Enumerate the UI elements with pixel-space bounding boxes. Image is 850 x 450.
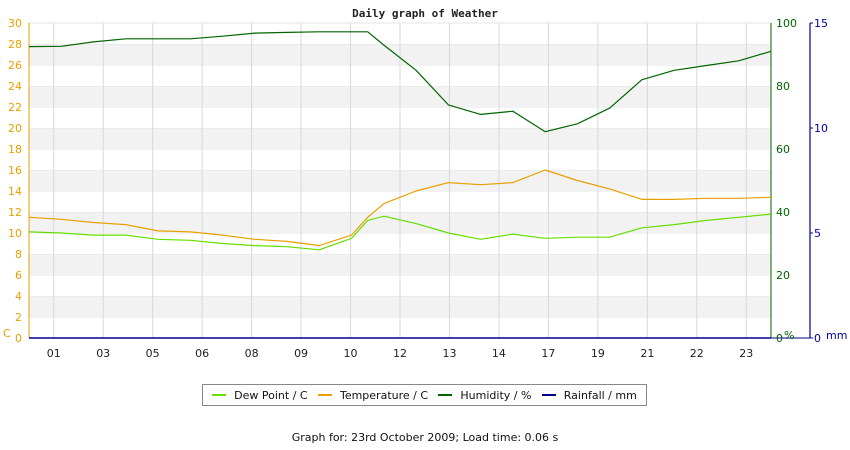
- vertical-grid: [53, 23, 747, 338]
- x-tick-label: 08: [245, 347, 259, 360]
- left-tick-label: 6: [15, 269, 22, 282]
- x-tick-label: 06: [195, 347, 209, 360]
- right-1-tick-label: 40: [776, 206, 790, 219]
- right-1-tick-label: 20: [776, 269, 790, 282]
- legend-label-rainfall: Rainfall / mm: [563, 388, 637, 402]
- left-tick-label: 24: [8, 80, 22, 93]
- left-tick-label: 28: [8, 38, 22, 51]
- x-tick-label: 12: [393, 347, 407, 360]
- right-1-tick-label: 80: [776, 80, 790, 93]
- left-tick-label: 2: [15, 311, 22, 324]
- left-tick-label: 12: [8, 206, 22, 219]
- left-axis-unit: C: [3, 327, 11, 340]
- right-2-tick-label: 0: [814, 332, 821, 345]
- right-1-tick-label: 0: [776, 332, 783, 345]
- legend-swatch-dew-point: [212, 394, 227, 396]
- series-line-2: [28, 31, 772, 133]
- right-2-tick-label: 10: [814, 122, 828, 135]
- legend-label-dew-point: Dew Point / C: [234, 388, 308, 402]
- left-tick-label: 14: [8, 185, 22, 198]
- x-tick-label: 01: [47, 347, 61, 360]
- left-tick-label: 26: [8, 59, 22, 72]
- x-tick-label: 05: [146, 347, 160, 360]
- legend-swatch-rainfall: [541, 394, 556, 396]
- legend-item-dew-point: Dew Point / C: [212, 388, 308, 402]
- x-tick-label: 09: [294, 347, 308, 360]
- weather-chart: Daily graph of Weather 02468101214161820…: [3, 7, 847, 360]
- x-tick-label: 22: [690, 347, 704, 360]
- legend-item-temperature: Temperature / C: [317, 388, 429, 402]
- footer-text: Graph for: 23rd October 2009; Load time:…: [291, 431, 559, 444]
- left-tick-label: 18: [8, 143, 22, 156]
- series-line-0: [28, 213, 772, 251]
- x-tick-label: 13: [442, 347, 456, 360]
- legend-swatch-humidity: [438, 394, 453, 396]
- legend-item-rainfall: Rainfall / mm: [541, 388, 637, 402]
- left-tick-label: 30: [8, 17, 22, 30]
- x-axis-ticks: 01 03 05 06 08 09 10 12 13 14 17 19 21 22 23: [47, 347, 754, 360]
- right-axis-1-unit: %: [784, 329, 794, 342]
- right-axis-2-ticks: 0 5 10 15: [810, 17, 828, 345]
- x-tick-label: 03: [96, 347, 110, 360]
- left-tick-label: 4: [15, 290, 22, 303]
- right-1-tick-label: 60: [776, 143, 790, 156]
- left-tick-label: 0: [15, 332, 22, 345]
- right-2-tick-label: 15: [814, 17, 828, 30]
- chart-title: Daily graph of Weather: [352, 7, 498, 20]
- x-tick-label: 10: [344, 347, 358, 360]
- chart-legend: Dew Point / C Temperature / C Humidity /…: [202, 384, 647, 406]
- x-tick-label: 23: [739, 347, 753, 360]
- x-tick-label: 19: [591, 347, 605, 360]
- series-line-1: [28, 169, 772, 247]
- x-tick-label: 21: [640, 347, 654, 360]
- right-2-tick-label: 5: [814, 227, 821, 240]
- left-tick-label: 8: [15, 248, 22, 261]
- left-tick-label: 16: [8, 164, 22, 177]
- right-axis-2-unit: mm: [826, 329, 847, 342]
- legend-swatch-temperature: [317, 394, 332, 396]
- x-tick-label: 14: [492, 347, 506, 360]
- legend-item-humidity: Humidity / %: [438, 389, 531, 402]
- right-1-tick-label: 100: [776, 17, 797, 30]
- legend-label-humidity: Humidity / %: [460, 388, 532, 402]
- legend-label-temperature: Temperature / C: [339, 388, 429, 402]
- x-tick-label: 17: [541, 347, 555, 360]
- left-tick-label: 20: [8, 122, 22, 135]
- series-lines: [28, 31, 772, 339]
- left-tick-label: 22: [8, 101, 22, 114]
- left-tick-label: 10: [8, 227, 22, 240]
- right-axis-1-ticks: 0 20 40 60 80 100: [776, 17, 797, 345]
